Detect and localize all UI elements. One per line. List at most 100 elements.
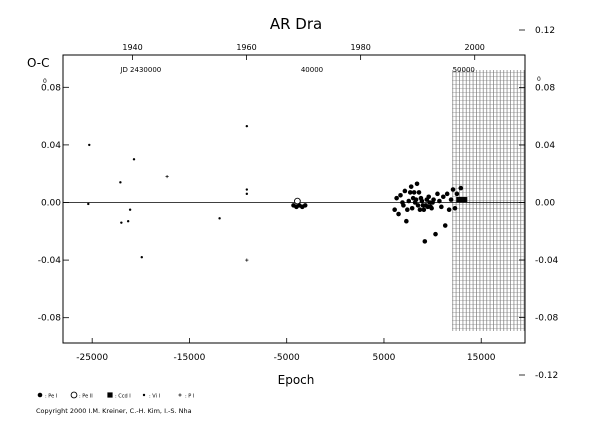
data-point — [218, 217, 221, 220]
data-point — [459, 197, 465, 203]
chart-title: AR Dra — [270, 15, 322, 33]
x-tick-label: -25000 — [76, 353, 108, 363]
y-right-tick-label: 0.12 — [535, 26, 555, 36]
data-point — [448, 197, 454, 202]
data-point — [396, 211, 401, 217]
axis-ticks — [63, 29, 525, 376]
legend-marker — [70, 391, 78, 399]
data-point — [421, 207, 427, 212]
year-label: 1980 — [350, 43, 370, 52]
data-point — [302, 203, 308, 208]
data-point — [414, 181, 420, 187]
data-point — [126, 220, 130, 223]
data-point — [413, 197, 419, 202]
data-point — [416, 190, 422, 195]
data-point — [245, 192, 249, 196]
data-point — [419, 198, 425, 204]
data-point — [435, 191, 440, 197]
x-axis-title: Epoch — [278, 373, 315, 387]
data-point — [394, 195, 399, 201]
data-point — [404, 218, 409, 224]
data-points — [87, 124, 468, 262]
data-point — [411, 190, 417, 195]
data-point — [456, 197, 462, 203]
data-point — [458, 185, 464, 191]
legend-marker — [107, 392, 113, 398]
data-point — [402, 188, 408, 194]
jd-label: 40000 — [301, 66, 323, 74]
data-point — [426, 194, 432, 200]
x-tick-label: -5000 — [274, 353, 300, 363]
data-point — [406, 198, 412, 204]
jd-label: JD 2430000 — [119, 66, 161, 74]
y-right-tick-label: -0.04 — [535, 256, 559, 266]
data-point — [439, 204, 444, 210]
data-point — [422, 239, 428, 244]
data-point — [444, 191, 450, 197]
legend-marker — [142, 393, 146, 397]
copyright-text: Copyright 2000 I.M. Kreiner, C.-H. Kim, … — [36, 407, 192, 415]
y-left-tick-label: 0.00 — [41, 199, 61, 209]
data-point — [120, 221, 123, 224]
data-point — [401, 203, 406, 208]
data-point — [245, 258, 249, 262]
plot-frame — [62, 54, 526, 344]
data-point — [442, 223, 448, 228]
data-point — [452, 205, 458, 211]
data-point — [88, 143, 91, 147]
y-right-tick-label: 0.04 — [535, 141, 555, 151]
data-point — [132, 158, 136, 161]
data-point — [450, 187, 456, 192]
y-left-tick-label: 0.04 — [41, 141, 61, 151]
data-point — [398, 193, 403, 198]
y-right-top-label: 0 — [537, 76, 541, 83]
year-label: 1940 — [122, 43, 142, 52]
legend-label: : P I — [185, 394, 194, 400]
data-point — [140, 256, 143, 259]
legend: : Pe I : Pe II : Ccd I : Vi I : P I — [37, 391, 194, 400]
y-left-tick-label: 0.08 — [41, 83, 61, 93]
data-point — [431, 197, 436, 202]
legend-label: : Pe I — [45, 394, 57, 400]
data-point — [409, 205, 415, 211]
data-point — [165, 174, 169, 179]
data-point — [392, 207, 397, 212]
y-left-tick-label: -0.08 — [38, 314, 62, 324]
data-point — [429, 205, 434, 211]
tick-labels: -25000 -15000 -5000 5000 15000 -0.08 -0.04 0.00… — [38, 26, 559, 381]
x-tick-label: 15000 — [467, 353, 496, 363]
y-right-tick-label: 0.08 — [535, 84, 555, 94]
y-axis-title: O-C — [27, 56, 50, 70]
legend-label: : Pe II — [79, 394, 93, 400]
data-point — [446, 207, 452, 212]
data-point — [462, 197, 468, 203]
year-label: 2000 — [465, 43, 485, 52]
data-point — [87, 202, 90, 206]
legend-label: : Vi I — [149, 394, 160, 400]
data-point — [407, 190, 413, 195]
data-point — [454, 191, 460, 197]
data-point — [405, 207, 410, 212]
y-right-tick-label: -0.08 — [535, 314, 559, 324]
y-left-tick-label: -0.04 — [38, 256, 62, 266]
data-point — [119, 181, 122, 184]
x-tick-label: -15000 — [173, 353, 205, 363]
data-point — [245, 188, 249, 191]
data-point — [433, 231, 438, 237]
legend-marker — [178, 393, 182, 397]
data-point — [415, 203, 421, 208]
data-point — [437, 198, 442, 204]
jd-label: 50000 — [453, 66, 475, 74]
x-tick-label: 5000 — [373, 353, 396, 363]
y-left-top-label: 0 — [43, 78, 47, 85]
year-label: 1960 — [236, 43, 256, 52]
data-point — [408, 184, 414, 189]
data-point — [294, 197, 301, 205]
y-right-tick-label: 0.00 — [535, 199, 555, 209]
legend-label: : Ccd I — [115, 394, 131, 400]
data-point — [440, 194, 446, 200]
data-point — [417, 207, 423, 212]
y-right-tick-label: -0.12 — [535, 371, 558, 381]
legend-marker — [37, 392, 43, 398]
